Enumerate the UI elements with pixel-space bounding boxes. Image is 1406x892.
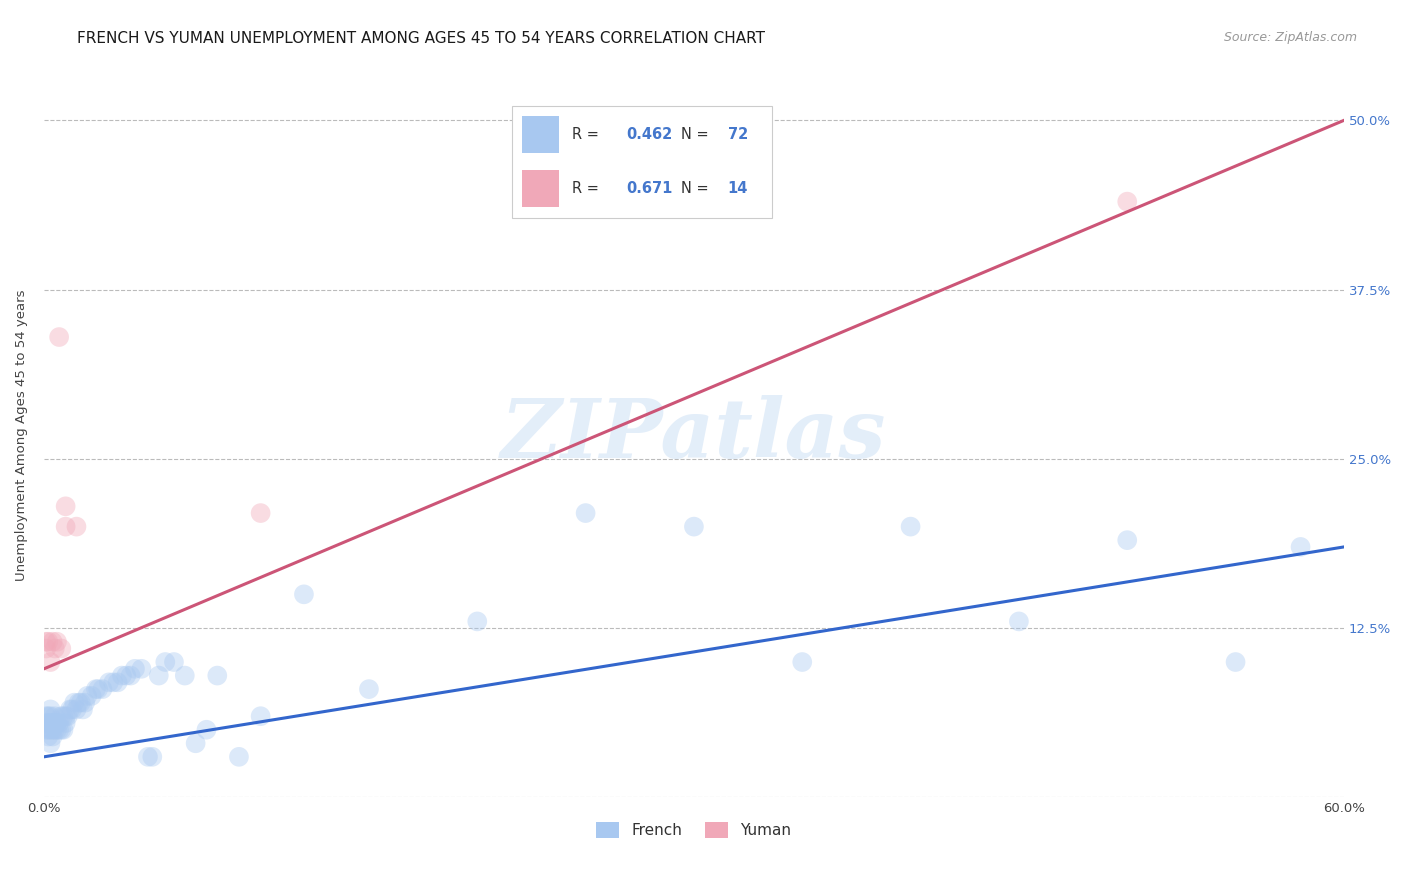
Point (44, 723, 66, 737)
Point (44, 716, 66, 731)
Point (60, 702, 83, 716)
Point (80, 689, 103, 703)
Point (98, 675, 121, 690)
Point (195, 723, 218, 737)
Point (48, 330, 70, 344)
Point (72, 702, 94, 716)
Point (84, 682, 107, 697)
Point (51, 709, 73, 723)
Point (37, 730, 59, 744)
Point (35, 709, 58, 723)
Point (683, 519, 706, 533)
Legend: French, Yuman: French, Yuman (591, 816, 797, 844)
Point (75, 696, 97, 710)
Point (46, 723, 69, 737)
Point (39, 709, 62, 723)
Point (1116, 194, 1139, 209)
Point (39, 723, 62, 737)
Point (65, 519, 87, 533)
Point (39, 716, 62, 731)
Point (103, 675, 125, 690)
Point (228, 749, 250, 764)
Point (1225, 655, 1247, 669)
Point (292, 587, 315, 601)
Point (67, 696, 90, 710)
Point (39, 736, 62, 750)
Point (63, 696, 86, 710)
Point (111, 668, 134, 682)
Point (120, 668, 142, 682)
Text: Source: ZipAtlas.com: Source: ZipAtlas.com (1223, 31, 1357, 45)
Point (69, 696, 91, 710)
Point (52, 723, 75, 737)
Point (48, 716, 70, 731)
Point (35, 723, 58, 737)
Point (46, 634, 69, 648)
Point (35, 634, 58, 648)
Point (141, 749, 163, 764)
Point (35, 716, 58, 731)
Point (792, 655, 814, 669)
Point (35, 641, 58, 656)
Point (76, 689, 98, 703)
Point (107, 675, 129, 690)
Point (41, 730, 63, 744)
Point (41, 723, 63, 737)
Point (51, 723, 73, 737)
Point (575, 506, 598, 520)
Point (1116, 533, 1139, 548)
Text: ZIPatlas: ZIPatlas (501, 395, 887, 475)
Point (46, 716, 69, 731)
Point (52, 709, 75, 723)
Point (249, 709, 271, 723)
Point (55, 709, 77, 723)
Point (1289, 540, 1312, 554)
Y-axis label: Unemployment Among Ages 45 to 54 years: Unemployment Among Ages 45 to 54 years (15, 290, 28, 581)
Point (155, 655, 177, 669)
Point (55, 500, 77, 514)
Point (115, 668, 138, 682)
Point (65, 702, 87, 716)
Point (59, 702, 82, 716)
Point (51, 641, 73, 656)
Point (56, 709, 79, 723)
Point (131, 662, 153, 676)
Point (173, 668, 195, 682)
Point (37, 716, 59, 731)
Point (44, 641, 66, 656)
Point (87, 682, 110, 697)
Point (465, 615, 488, 629)
Point (357, 682, 380, 697)
Point (1008, 615, 1031, 629)
Point (55, 519, 77, 533)
Point (900, 519, 922, 533)
Point (184, 736, 207, 750)
Point (39, 702, 62, 716)
Point (136, 749, 159, 764)
Point (37, 634, 59, 648)
Point (91, 682, 114, 697)
Point (148, 668, 170, 682)
Text: FRENCH VS YUMAN UNEMPLOYMENT AMONG AGES 45 TO 54 YEARS CORRELATION CHART: FRENCH VS YUMAN UNEMPLOYMENT AMONG AGES … (77, 31, 765, 46)
Point (44, 709, 66, 723)
Point (207, 668, 229, 682)
Point (39, 655, 62, 669)
Point (37, 723, 59, 737)
Point (48, 723, 70, 737)
Point (124, 662, 146, 676)
Point (37, 709, 59, 723)
Point (55, 716, 77, 731)
Point (41, 716, 63, 731)
Point (163, 655, 186, 669)
Point (41, 634, 63, 648)
Point (249, 506, 271, 520)
